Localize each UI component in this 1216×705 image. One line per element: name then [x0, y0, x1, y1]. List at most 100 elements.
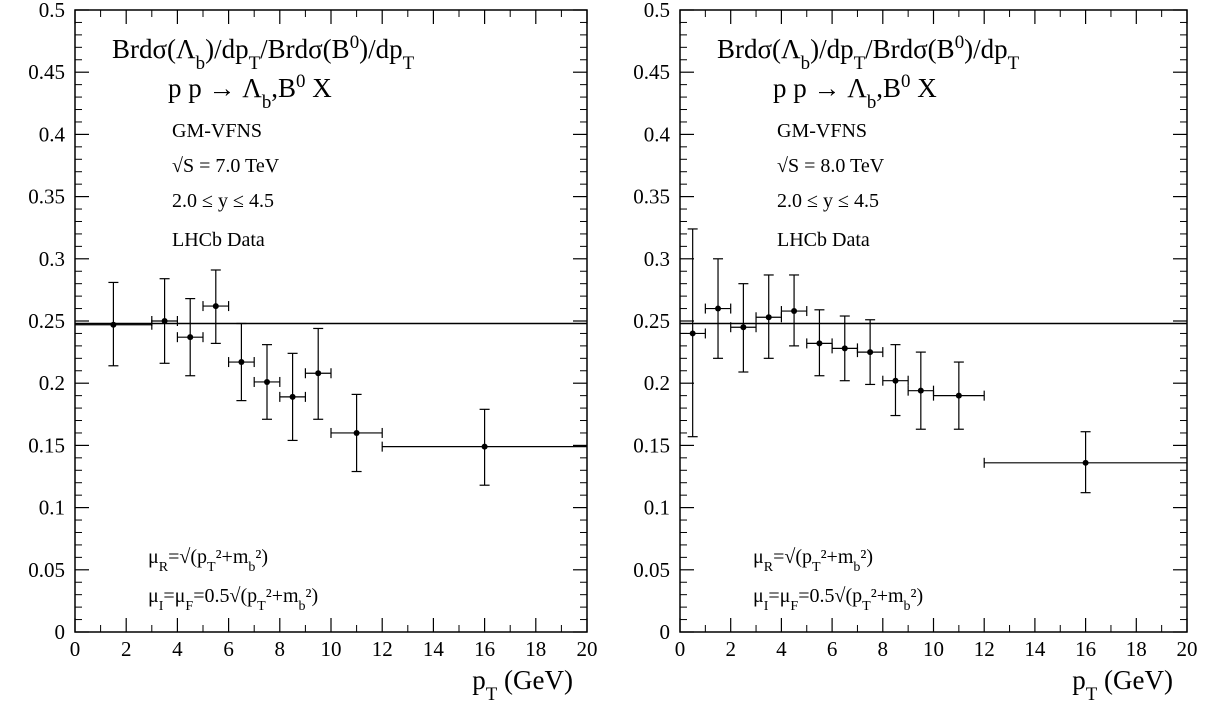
- data-point: [755, 274, 783, 359]
- y-tick-label: 0.3: [644, 247, 670, 271]
- data-marker: [1082, 459, 1089, 466]
- process-label: p p → Λb,B0 X: [168, 71, 332, 113]
- y-tick-label: 0.45: [633, 60, 670, 84]
- y-tick-label: 0.15: [633, 433, 670, 457]
- data-marker: [187, 334, 194, 341]
- data-marker: [315, 370, 322, 377]
- data-label: LHCb Data: [172, 229, 265, 251]
- data-point: [983, 431, 1187, 494]
- scale-mu-r: μR=√(pT²+mb²): [753, 546, 873, 575]
- data-point: [381, 408, 587, 486]
- y-tick-label: 0.2: [644, 371, 670, 395]
- x-tick-label: 4: [172, 637, 183, 661]
- y-tick-label: 0.4: [644, 122, 671, 146]
- data-marker: [715, 305, 722, 312]
- x-tick-label: 0: [675, 637, 686, 661]
- data-marker: [740, 324, 747, 331]
- data-point: [176, 298, 204, 377]
- scale-mu-r: μR=√(pT²+mb²): [148, 546, 268, 575]
- chart-panel-1: 0 2 4 6 8 10 12 14 16 18 20 0 0.05 0.1 0.15 0.2 0.25 0.3 0…: [28, 0, 597, 705]
- chart-title: Brdσ(Λb)/dpT/Brdσ(B0)/dpT: [112, 32, 415, 74]
- y-tick-label: 0: [55, 620, 66, 644]
- scale-mu-i: μI=μF=0.5√(pT²+mb²): [753, 585, 923, 614]
- x-tick-label: 16: [1075, 637, 1096, 661]
- energy-label: √S = 7.0 TeV: [172, 155, 280, 177]
- x-tick-label: 12: [974, 637, 995, 661]
- energy-label: √S = 8.0 TeV: [777, 155, 885, 177]
- data-point: [882, 344, 909, 417]
- data-point: [304, 327, 332, 420]
- y-tick-label: 0.25: [633, 309, 670, 333]
- data-marker: [791, 308, 798, 315]
- data-marker: [867, 349, 874, 356]
- data-marker: [481, 443, 488, 450]
- data-marker: [841, 345, 848, 352]
- data-marker: [289, 393, 296, 400]
- x-axis-label: pT (GeV): [1072, 665, 1173, 705]
- x-tick-label: 6: [223, 637, 234, 661]
- x-tick-label: 20: [1177, 637, 1198, 661]
- x-tick-label: 2: [725, 637, 736, 661]
- x-tick-label: 8: [275, 637, 286, 661]
- y-tick-label: 0.1: [39, 496, 65, 520]
- x-tick-label: 4: [776, 637, 787, 661]
- x-tick-label: 0: [70, 637, 81, 661]
- data-marker: [238, 359, 245, 366]
- data-point: [831, 315, 859, 382]
- data-marker: [110, 321, 117, 328]
- data-point: [228, 322, 255, 402]
- x-tick-label: 10: [321, 637, 342, 661]
- x-tick-label: 10: [923, 637, 944, 661]
- data-point: [932, 361, 985, 430]
- y-tick-label: 0.4: [39, 122, 66, 146]
- data-point: [806, 309, 833, 377]
- data-point: [704, 258, 732, 359]
- data-point: [253, 344, 281, 420]
- y-tick-label: 0.15: [28, 433, 65, 457]
- x-axis-label: pT (GeV): [472, 665, 573, 705]
- data-point: [907, 351, 935, 430]
- data-point: [151, 278, 178, 364]
- y-tick-label: 0.35: [28, 185, 65, 209]
- y-tick-label: 0: [660, 620, 671, 644]
- data-point: [75, 281, 153, 367]
- y-tick-label: 0.1: [644, 496, 670, 520]
- y-tick-label: 0.5: [39, 0, 65, 22]
- x-tick-label: 18: [1126, 637, 1147, 661]
- rapidity-label: 2.0 ≤ y ≤ 4.5: [172, 190, 274, 212]
- scheme-label: GM-VFNS: [172, 120, 262, 142]
- chart-panel-2: 0 2 4 6 8 10 12 14 16 18 20 0 0.05 0.1 0.15 0.2 0.25 0.3 0…: [633, 0, 1197, 705]
- data-marker: [689, 330, 696, 337]
- data-point: [780, 274, 808, 347]
- x-tick-label: 12: [372, 637, 393, 661]
- rapidity-label: 2.0 ≤ y ≤ 4.5: [777, 190, 879, 212]
- scheme-label: GM-VFNS: [777, 120, 867, 142]
- data-marker: [353, 429, 360, 436]
- x-tick-label: 14: [423, 637, 445, 661]
- y-tick-label: 0.05: [28, 558, 65, 582]
- data-point: [680, 228, 706, 438]
- data-marker: [212, 303, 219, 310]
- data-label: LHCb Data: [777, 229, 870, 251]
- data-marker: [264, 378, 270, 385]
- scale-mu-i: μI=μF=0.5√(pT²+mb²): [148, 585, 318, 614]
- y-tick-label: 0.3: [39, 247, 65, 271]
- y-tick-label: 0.25: [28, 309, 65, 333]
- chart-title: Brdσ(Λb)/dpT/Brdσ(B0)/dpT: [717, 32, 1020, 74]
- y-tick-label: 0.35: [633, 185, 670, 209]
- x-tick-label: 2: [121, 637, 132, 661]
- x-tick-label: 16: [474, 637, 495, 661]
- x-tick-label: 20: [577, 637, 598, 661]
- data-marker: [816, 340, 823, 347]
- data-marker: [765, 314, 772, 321]
- data-marker: [892, 377, 899, 384]
- x-tick-label: 18: [525, 637, 546, 661]
- y-tick-label: 0.5: [644, 0, 670, 22]
- y-tick-label: 0.45: [28, 60, 65, 84]
- data-marker: [955, 392, 962, 399]
- y-tick-label: 0.05: [633, 558, 670, 582]
- data-point: [330, 393, 383, 473]
- data-point: [730, 283, 757, 373]
- x-tick-label: 14: [1024, 637, 1046, 661]
